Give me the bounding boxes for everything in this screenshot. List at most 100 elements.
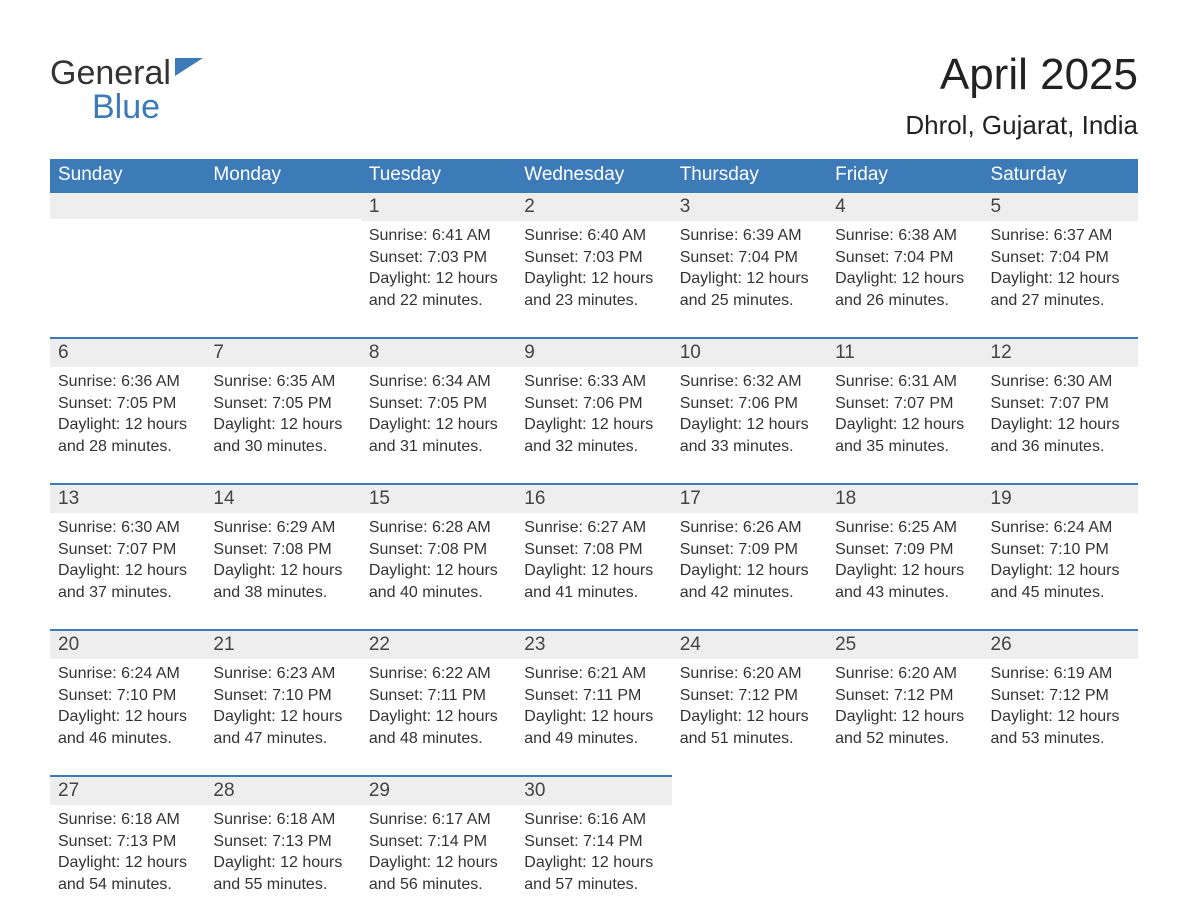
day-body: Sunrise: 6:24 AMSunset: 7:10 PMDaylight:…: [983, 513, 1138, 611]
sunset-text: Sunset: 7:12 PM: [991, 685, 1130, 707]
daylight-text: Daylight: 12 hours and 40 minutes.: [369, 560, 508, 603]
day-number: 23: [516, 629, 671, 659]
sunset-text: Sunset: 7:07 PM: [991, 393, 1130, 415]
day-number: 18: [827, 483, 982, 513]
day-body: Sunrise: 6:30 AMSunset: 7:07 PMDaylight:…: [50, 513, 205, 611]
day-body: Sunrise: 6:29 AMSunset: 7:08 PMDaylight:…: [205, 513, 360, 611]
sunrise-text: Sunrise: 6:27 AM: [524, 517, 663, 539]
calendar-day-cell: 4Sunrise: 6:38 AMSunset: 7:04 PMDaylight…: [827, 191, 982, 337]
sunset-text: Sunset: 7:08 PM: [213, 539, 352, 561]
sunset-text: Sunset: 7:05 PM: [58, 393, 197, 415]
day-body: Sunrise: 6:17 AMSunset: 7:14 PMDaylight:…: [361, 805, 516, 903]
daylight-text: Daylight: 12 hours and 31 minutes.: [369, 414, 508, 457]
day-body: Sunrise: 6:25 AMSunset: 7:09 PMDaylight:…: [827, 513, 982, 611]
calendar-day-cell: 8Sunrise: 6:34 AMSunset: 7:05 PMDaylight…: [361, 337, 516, 483]
brand-logo: General Blue: [50, 50, 203, 124]
day-body: Sunrise: 6:24 AMSunset: 7:10 PMDaylight:…: [50, 659, 205, 757]
sunrise-text: Sunrise: 6:30 AM: [991, 371, 1130, 393]
day-body: Sunrise: 6:34 AMSunset: 7:05 PMDaylight:…: [361, 367, 516, 465]
sunset-text: Sunset: 7:06 PM: [680, 393, 819, 415]
calendar-day-cell: [827, 775, 982, 921]
daylight-text: Daylight: 12 hours and 30 minutes.: [213, 414, 352, 457]
day-number: 17: [672, 483, 827, 513]
day-number: 15: [361, 483, 516, 513]
sunset-text: Sunset: 7:09 PM: [835, 539, 974, 561]
day-body: Sunrise: 6:20 AMSunset: 7:12 PMDaylight:…: [672, 659, 827, 757]
calendar-week-row: 27Sunrise: 6:18 AMSunset: 7:13 PMDayligh…: [50, 775, 1138, 921]
day-body: Sunrise: 6:32 AMSunset: 7:06 PMDaylight:…: [672, 367, 827, 465]
daylight-text: Daylight: 12 hours and 48 minutes.: [369, 706, 508, 749]
calendar-table: Sunday Monday Tuesday Wednesday Thursday…: [50, 159, 1138, 921]
sunrise-text: Sunrise: 6:32 AM: [680, 371, 819, 393]
sunset-text: Sunset: 7:10 PM: [991, 539, 1130, 561]
calendar-day-cell: 13Sunrise: 6:30 AMSunset: 7:07 PMDayligh…: [50, 483, 205, 629]
calendar-day-cell: 26Sunrise: 6:19 AMSunset: 7:12 PMDayligh…: [983, 629, 1138, 775]
day-number: 12: [983, 337, 1138, 367]
daylight-text: Daylight: 12 hours and 46 minutes.: [58, 706, 197, 749]
calendar-day-cell: 30Sunrise: 6:16 AMSunset: 7:14 PMDayligh…: [516, 775, 671, 921]
calendar-day-cell: [672, 775, 827, 921]
daylight-text: Daylight: 12 hours and 53 minutes.: [991, 706, 1130, 749]
calendar-day-cell: 9Sunrise: 6:33 AMSunset: 7:06 PMDaylight…: [516, 337, 671, 483]
day-number: 9: [516, 337, 671, 367]
weekday-header: Sunday: [50, 159, 205, 191]
sunrise-text: Sunrise: 6:40 AM: [524, 225, 663, 247]
day-body: Sunrise: 6:36 AMSunset: 7:05 PMDaylight:…: [50, 367, 205, 465]
calendar-day-cell: [205, 191, 360, 337]
day-body: Sunrise: 6:40 AMSunset: 7:03 PMDaylight:…: [516, 221, 671, 319]
day-body: Sunrise: 6:41 AMSunset: 7:03 PMDaylight:…: [361, 221, 516, 319]
sunrise-text: Sunrise: 6:41 AM: [369, 225, 508, 247]
sunrise-text: Sunrise: 6:21 AM: [524, 663, 663, 685]
weekday-header: Friday: [827, 159, 982, 191]
calendar-day-cell: [50, 191, 205, 337]
day-number: 24: [672, 629, 827, 659]
calendar-day-cell: 20Sunrise: 6:24 AMSunset: 7:10 PMDayligh…: [50, 629, 205, 775]
daylight-text: Daylight: 12 hours and 42 minutes.: [680, 560, 819, 603]
calendar-day-cell: 19Sunrise: 6:24 AMSunset: 7:10 PMDayligh…: [983, 483, 1138, 629]
day-number: 27: [50, 775, 205, 805]
location-label: Dhrol, Gujarat, India: [905, 110, 1138, 141]
calendar-week-row: 13Sunrise: 6:30 AMSunset: 7:07 PMDayligh…: [50, 483, 1138, 629]
sunrise-text: Sunrise: 6:20 AM: [680, 663, 819, 685]
sunrise-text: Sunrise: 6:35 AM: [213, 371, 352, 393]
sunset-text: Sunset: 7:03 PM: [524, 247, 663, 269]
calendar-day-cell: 29Sunrise: 6:17 AMSunset: 7:14 PMDayligh…: [361, 775, 516, 921]
month-title: April 2025: [905, 50, 1138, 100]
day-number: 30: [516, 775, 671, 805]
day-body: Sunrise: 6:33 AMSunset: 7:06 PMDaylight:…: [516, 367, 671, 465]
calendar-day-cell: 27Sunrise: 6:18 AMSunset: 7:13 PMDayligh…: [50, 775, 205, 921]
calendar-day-cell: 3Sunrise: 6:39 AMSunset: 7:04 PMDaylight…: [672, 191, 827, 337]
weekday-header: Tuesday: [361, 159, 516, 191]
day-number: 11: [827, 337, 982, 367]
day-body: Sunrise: 6:30 AMSunset: 7:07 PMDaylight:…: [983, 367, 1138, 465]
day-number: 25: [827, 629, 982, 659]
weekday-header: Monday: [205, 159, 360, 191]
calendar-day-cell: 1Sunrise: 6:41 AMSunset: 7:03 PMDaylight…: [361, 191, 516, 337]
sunset-text: Sunset: 7:08 PM: [369, 539, 508, 561]
sunrise-text: Sunrise: 6:30 AM: [58, 517, 197, 539]
day-body: Sunrise: 6:23 AMSunset: 7:10 PMDaylight:…: [205, 659, 360, 757]
sunset-text: Sunset: 7:04 PM: [991, 247, 1130, 269]
calendar-day-cell: 15Sunrise: 6:28 AMSunset: 7:08 PMDayligh…: [361, 483, 516, 629]
sunrise-text: Sunrise: 6:26 AM: [680, 517, 819, 539]
weekday-header: Thursday: [672, 159, 827, 191]
day-number: 22: [361, 629, 516, 659]
daylight-text: Daylight: 12 hours and 28 minutes.: [58, 414, 197, 457]
calendar-day-cell: 10Sunrise: 6:32 AMSunset: 7:06 PMDayligh…: [672, 337, 827, 483]
sunrise-text: Sunrise: 6:16 AM: [524, 809, 663, 831]
day-body: Sunrise: 6:18 AMSunset: 7:13 PMDaylight:…: [205, 805, 360, 903]
day-body: Sunrise: 6:26 AMSunset: 7:09 PMDaylight:…: [672, 513, 827, 611]
calendar-day-cell: 16Sunrise: 6:27 AMSunset: 7:08 PMDayligh…: [516, 483, 671, 629]
sunset-text: Sunset: 7:13 PM: [58, 831, 197, 853]
daylight-text: Daylight: 12 hours and 54 minutes.: [58, 852, 197, 895]
daylight-text: Daylight: 12 hours and 49 minutes.: [524, 706, 663, 749]
day-number: 20: [50, 629, 205, 659]
daylight-text: Daylight: 12 hours and 45 minutes.: [991, 560, 1130, 603]
sunset-text: Sunset: 7:09 PM: [680, 539, 819, 561]
weekday-header: Saturday: [983, 159, 1138, 191]
sunrise-text: Sunrise: 6:39 AM: [680, 225, 819, 247]
sunset-text: Sunset: 7:05 PM: [213, 393, 352, 415]
day-number: 19: [983, 483, 1138, 513]
calendar-day-cell: 17Sunrise: 6:26 AMSunset: 7:09 PMDayligh…: [672, 483, 827, 629]
day-body: Sunrise: 6:27 AMSunset: 7:08 PMDaylight:…: [516, 513, 671, 611]
